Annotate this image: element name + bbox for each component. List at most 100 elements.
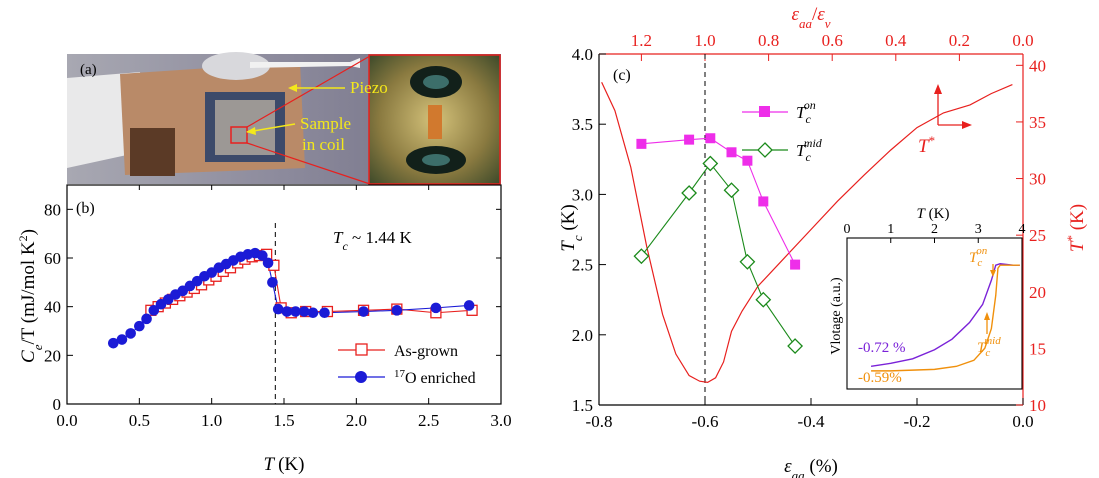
sample-highlight-box [230, 126, 248, 144]
panel-c-toplabel: εaa/εv [791, 4, 830, 31]
tc-annotation-var: T [333, 228, 344, 247]
panel-b-point-17o [319, 307, 330, 319]
panel-c-top-tick-label: 0.2 [949, 31, 970, 50]
tstar-arrow-indicator: T* [918, 84, 972, 157]
inset-tcon-sup: on [976, 245, 988, 257]
inset-xtick-label: 1 [887, 222, 894, 237]
panel-c-top-tick-label: 0.6 [822, 31, 843, 50]
panel-b-xtick-label: 0.0 [56, 411, 77, 430]
inset-tcmid-sub: c [985, 347, 990, 359]
panel-c-toplabel-b-sub: v [825, 16, 831, 31]
legend-17o-sup: 17 [394, 368, 406, 380]
zoom-line-bottom [246, 142, 371, 185]
panel-b-ytick-label: 20 [44, 346, 61, 365]
inset-xlabel-unit: (K) [925, 206, 950, 222]
panel-c-y2-ticks: 10 15 20 25 30 35 40 [1016, 56, 1046, 415]
legend-tcmid-label: Tcmid [796, 136, 823, 164]
panel-c-xtick-label: -0.8 [586, 412, 613, 431]
panel-b-label: (b) [76, 200, 95, 217]
panel-c-point-tcon [726, 147, 737, 158]
panel-c-top-ticks: 1.2 1.0 0.8 0.6 0.4 0.2 0.0 [631, 31, 1034, 61]
inset-tcon-sub: c [977, 257, 982, 269]
panel-c-y2tick-label: 30 [1029, 170, 1046, 189]
panel-b-ylabel-sub: e [30, 344, 45, 350]
tstar-arrow-label: T* [918, 133, 935, 158]
inset-tcmid-arrow-head [984, 312, 990, 320]
panel-b-xlabel: T (K) [264, 454, 305, 475]
panel-b-point-17o [262, 257, 274, 269]
panel-c-y2tick-label: 10 [1029, 396, 1046, 415]
panel-b-point-17o [116, 334, 128, 345]
panel-c-xlabel-unit: (%) [805, 456, 838, 477]
panel-c-ytick-label: 4.0 [572, 45, 593, 64]
panel-b-point-17o [298, 306, 310, 317]
panel-c-point-tcon [758, 196, 769, 207]
sample-label-1: Sample [300, 114, 351, 133]
panel-b-point-17o [290, 306, 301, 317]
panel-b-chart: 0.0 0.5 1.0 1.5 2.0 2.5 3.0 0 20 40 60 80 (b) Tc ~… [16, 184, 512, 475]
panel-b-xlabel-var: T [264, 454, 276, 475]
panel-b-xtick-label: 2.5 [418, 411, 439, 430]
panel-c-ytick-label: 1.5 [572, 396, 593, 415]
inset-tcmid-label: Tcmid [977, 335, 1001, 359]
inset-xtick-label: 0 [844, 222, 851, 237]
cable [250, 58, 360, 68]
panel-b-point-17o [272, 303, 284, 315]
panel-c-xlabel: εaa (%) [784, 456, 838, 478]
inset-series [870, 262, 1020, 372]
panel-c-point-tcon [636, 138, 647, 149]
legend-as-grown-marker [355, 343, 368, 356]
inset-label-072: -0.72 % [858, 340, 906, 356]
panel-c-point-tcmid [755, 291, 772, 308]
panel-b-point-17o [148, 305, 160, 316]
panel-c-ytick-label: 3.0 [572, 185, 593, 204]
panel-c-point-tcon [705, 133, 716, 144]
piezo-label: Piezo [350, 78, 388, 97]
inset-xtick-label: 4 [1019, 222, 1026, 237]
legend-17o-label: 17O enriched [394, 368, 476, 387]
panel-b-ytick-label: 80 [44, 200, 61, 219]
panel-c-y-ticks: 1.5 2.0 2.5 3.0 3.5 4.0 [572, 45, 606, 415]
inset-x-ticks: 0 1 2 3 4 [844, 222, 1026, 243]
tc-annotation-text: ~ 1.44 K [348, 228, 413, 247]
panel-c-chart: -0.8 -0.6 -0.4 -0.2 0.0 1.2 1.0 0.8 0.6 0.4 0.2 0.… [558, 4, 1088, 478]
panel-c-ytick-label: 2.5 [572, 256, 593, 275]
panel-c-point-tcmid [633, 248, 650, 265]
zoom-line-top [246, 55, 371, 128]
inset-top-hole-inner [423, 75, 449, 89]
panel-c-toplabel-a: ε [791, 4, 799, 25]
panel-c-xtick-label: -0.2 [904, 412, 931, 431]
inset-ylabel: Vlotage (a.u.) [829, 277, 844, 355]
panel-c-toplabel-a-sub: aa [799, 16, 813, 31]
panel-b-point-17o [391, 305, 403, 316]
panel-b-ylabel-sup: 2 [16, 235, 30, 241]
tc-annotation-sub: c [342, 239, 348, 253]
panel-c-point-tcon [742, 155, 753, 166]
legend-as-grown-label: As-grown [394, 343, 458, 360]
panel-b-point-17o [257, 250, 268, 261]
legend-17o-rest: O enriched [405, 370, 476, 387]
tstar-arrow-var: T [918, 136, 930, 157]
panel-b-point-17o [358, 306, 369, 317]
panel-c-top-tick-label: 0.0 [1012, 31, 1033, 50]
legend-tcon-var: T [796, 103, 807, 122]
panel-b-point-17o [281, 306, 293, 317]
inset-bottom-hole-inner [422, 154, 450, 166]
panel-b-point-17o [463, 300, 475, 311]
tc-annotation: Tc ~ 1.44 K [333, 228, 412, 253]
panel-c-y2tick-label: 25 [1029, 226, 1046, 245]
panel-b-ylabel-var: C [18, 350, 39, 363]
panel-c-point-tcon [684, 134, 695, 145]
panel-c-y2tick-label: 20 [1029, 283, 1046, 302]
panel-b-point-17o [141, 313, 152, 325]
panel-c-toplabel-b: ε [817, 4, 825, 25]
panel-c-xtick-label: 0.0 [1012, 412, 1033, 431]
panel-c-xlabel-var: ε [784, 456, 792, 477]
legend-tcon-label: Tcon [796, 98, 816, 126]
tstar-curve [601, 82, 1013, 383]
legend-tcon-marker [759, 106, 770, 117]
panel-c-top-tick-label: 0.8 [758, 31, 779, 50]
legend-17o-marker [355, 371, 367, 383]
inset-label-059: -0.59% [858, 370, 902, 386]
